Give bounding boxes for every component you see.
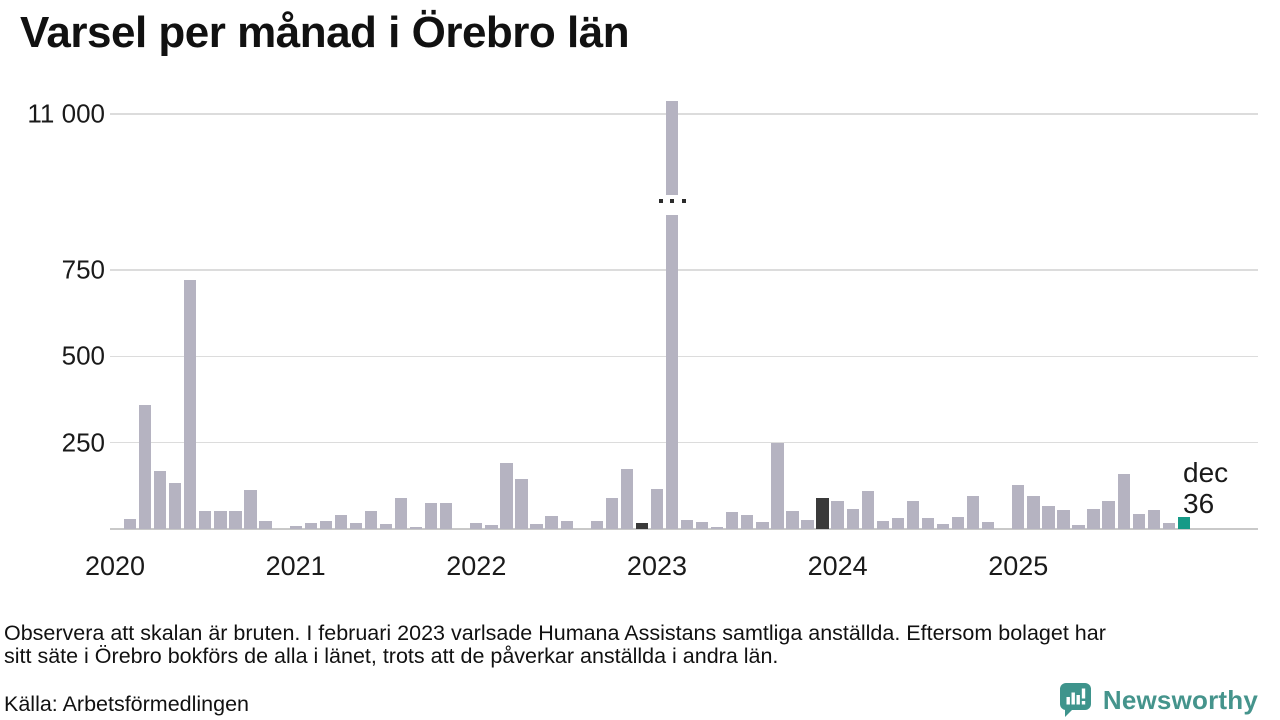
bar-2020-05 xyxy=(169,482,182,529)
newsworthy-wordmark: Newsworthy xyxy=(1102,684,1258,715)
bar-2022-05 xyxy=(530,523,543,529)
bar-2025-06 xyxy=(1087,508,1100,529)
bar-2024-02 xyxy=(846,508,859,529)
bar-2023-01 xyxy=(650,489,664,529)
bar-2021-09 xyxy=(409,527,423,529)
bar-2022-02 xyxy=(485,524,498,529)
bar-2024-01 xyxy=(831,501,844,529)
newsworthy-logo: Newsworthy xyxy=(1058,682,1258,718)
bar-2021-08 xyxy=(394,497,408,529)
bar-2025-02 xyxy=(1027,496,1040,529)
y-tick-label-250: 250 xyxy=(61,427,105,458)
gridline-250 xyxy=(110,441,1258,444)
current-month-annotation: dec 36 xyxy=(1183,457,1228,519)
x-tick-label-2025: 2025 xyxy=(988,551,1049,581)
bar-2020-11 xyxy=(259,521,272,529)
bar-2021-06 xyxy=(364,510,378,529)
y-tick-label-11000: 11 000 xyxy=(27,98,105,129)
plot-area: 11 000 750 500 250 2020 2021 2022 2023 2024 2025… xyxy=(27,98,1258,581)
bar-2020-02 xyxy=(123,518,137,529)
bar-2025-01 xyxy=(1012,485,1025,529)
bar-2025-10 xyxy=(1147,510,1160,529)
x-tick-label-2022: 2022 xyxy=(446,551,507,581)
bar-2020-10 xyxy=(244,489,257,529)
bar-2022-12 xyxy=(635,522,649,529)
annotation-value: 36 xyxy=(1183,488,1215,519)
bar-2020-04 xyxy=(154,470,167,529)
bar-2023-11 xyxy=(801,519,814,529)
bar-2023-04 xyxy=(695,522,709,529)
bar-2023-10 xyxy=(786,510,799,529)
bar-2021-05 xyxy=(349,523,363,529)
bar-2023-07 xyxy=(741,515,754,529)
gridline-11000 xyxy=(110,113,1258,115)
bar-2025-07 xyxy=(1102,500,1115,529)
bar-2025-11 xyxy=(1162,523,1175,529)
bar-2024-06 xyxy=(906,501,920,529)
bar-2024-11 xyxy=(982,522,995,529)
bar-2024-03 xyxy=(861,491,874,529)
bar-2023-05 xyxy=(711,527,724,529)
bar-2021-04 xyxy=(334,514,347,529)
bar-2023-06 xyxy=(726,511,739,529)
bar-2022-09 xyxy=(590,520,603,529)
newsworthy-bar-chart-bubble-icon xyxy=(1059,683,1091,717)
bar-2022-01 xyxy=(470,523,483,529)
bar-2020-03 xyxy=(138,404,152,529)
gridline-750 xyxy=(110,269,1258,271)
bar-2022-04 xyxy=(515,478,528,529)
source-label: Källa: Arbetsförmedlingen xyxy=(4,692,250,716)
y-tick-label-750: 750 xyxy=(61,254,105,285)
bar-2020-07 xyxy=(199,511,212,529)
bar-2024-04 xyxy=(876,520,889,529)
bar-2025-08 xyxy=(1117,474,1130,529)
bar-2024-08 xyxy=(936,524,950,529)
bar-2021-02 xyxy=(304,523,317,529)
footnote-line-2: sitt säte i Örebro bokförs de alla i län… xyxy=(4,643,779,668)
axis-break-dot-2 xyxy=(670,199,675,203)
bar-2020-06 xyxy=(184,280,197,529)
x-tick-label-2023: 2023 xyxy=(626,551,687,581)
axis-break-dot-1 xyxy=(658,199,663,203)
bar-2025-03 xyxy=(1042,506,1055,529)
bar-2023-12 xyxy=(816,497,829,529)
bar-2021-10 xyxy=(425,503,438,529)
bar-2022-06 xyxy=(545,516,558,529)
bar-2023-02-lower-segment xyxy=(665,215,679,529)
x-tick-label-2021: 2021 xyxy=(265,551,326,581)
gridline-500 xyxy=(110,355,1258,358)
bar-2021-01 xyxy=(289,525,302,529)
bar-2023-02-upper-segment xyxy=(665,101,679,195)
bar-2020-09 xyxy=(229,511,242,529)
bar-2024-05 xyxy=(891,517,904,529)
bar-2021-11 xyxy=(440,503,453,529)
chart-title: Varsel per månad i Örebro län xyxy=(20,8,630,57)
footnote: Observera att skalan är bruten. I februa… xyxy=(4,622,1106,667)
bar-2022-03 xyxy=(500,463,513,529)
x-tick-label-2024: 2024 xyxy=(807,551,868,581)
bar-2021-07 xyxy=(379,523,393,529)
bar-2023-03 xyxy=(680,520,694,529)
x-tick-label-2020: 2020 xyxy=(84,551,146,581)
bar-2021-03 xyxy=(319,521,332,529)
footnote-line-1: Observera att skalan är bruten. I februa… xyxy=(4,621,1106,645)
axis-break-dot-3 xyxy=(681,199,686,203)
bar-2023-08 xyxy=(756,522,769,529)
bar-2025-09 xyxy=(1132,513,1145,529)
bar-2022-07 xyxy=(560,521,573,529)
bar-2024-07 xyxy=(921,517,935,529)
bar-2022-10 xyxy=(605,497,618,529)
y-tick-label-500: 500 xyxy=(61,340,105,371)
bar-2024-09 xyxy=(951,516,965,529)
bar-2022-11 xyxy=(620,468,634,529)
bar-2025-04 xyxy=(1057,510,1070,529)
bar-2024-10 xyxy=(966,495,980,529)
bar-2025-12 xyxy=(1177,516,1191,529)
bar-2025-05 xyxy=(1072,524,1085,529)
bar-2023-09 xyxy=(771,442,784,529)
bar-2020-08 xyxy=(214,511,227,529)
annotation-month: dec xyxy=(1183,457,1229,488)
